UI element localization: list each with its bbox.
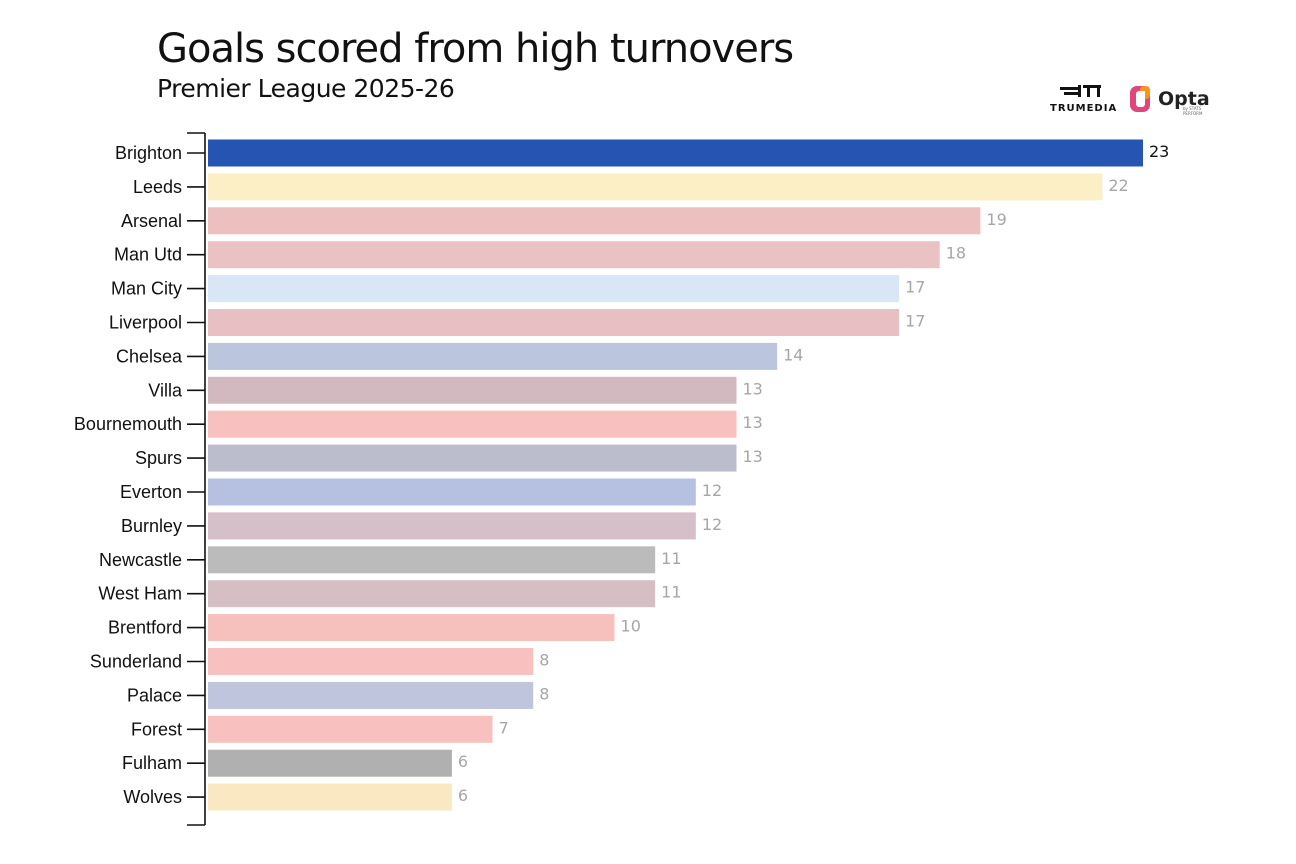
bar [208, 715, 493, 743]
value-label: 19 [986, 210, 1006, 229]
category-label: Man Utd [114, 245, 182, 265]
chart-subtitle: Premier League 2025-26 [157, 74, 455, 103]
category-label: Burnley [121, 516, 182, 536]
bar [208, 614, 615, 642]
bar [208, 648, 534, 675]
trumedia-logo-text: TRUMEDIA [1050, 103, 1118, 114]
category-label: Palace [127, 685, 182, 705]
value-label: 13 [742, 447, 762, 466]
category-label: Chelsea [116, 346, 183, 366]
category-label: Man City [111, 279, 182, 299]
chart-title: Goals scored from high turnovers [157, 26, 794, 72]
bar [208, 139, 1143, 167]
category-label: Newcastle [99, 550, 182, 570]
bar [208, 512, 696, 540]
bar [208, 207, 981, 235]
value-label: 6 [458, 752, 468, 771]
value-label: 17 [905, 312, 925, 331]
value-label: 6 [458, 786, 468, 805]
bar [208, 241, 940, 269]
bar [208, 478, 696, 506]
value-label: 10 [621, 617, 641, 636]
bar [208, 275, 900, 303]
category-label: Forest [131, 719, 182, 739]
value-label: 23 [1149, 142, 1169, 161]
bar [208, 376, 737, 404]
bar [208, 309, 900, 336]
opta-logo-subtext: by STATS PERFORM [1183, 106, 1203, 116]
category-label: Spurs [135, 448, 182, 468]
value-label: 13 [742, 413, 762, 432]
category-label: Bournemouth [74, 414, 182, 434]
bar [208, 681, 534, 709]
value-label: 14 [783, 345, 803, 364]
value-label: 17 [905, 278, 925, 297]
bar [208, 580, 656, 608]
bar [208, 546, 656, 574]
value-label: 11 [661, 583, 681, 602]
value-label: 7 [499, 718, 509, 737]
bar [208, 444, 737, 472]
opta-logo-mark [1130, 86, 1150, 112]
opta-logo-text: Opta [1158, 88, 1210, 110]
value-label: 8 [539, 684, 549, 703]
opta-logo: Opta by STATS PERFORM [1128, 84, 1218, 116]
category-label: Fulham [122, 753, 182, 773]
bar [208, 783, 452, 811]
bar [208, 342, 778, 370]
trumedia-logo-mark [1060, 85, 1101, 97]
value-label: 12 [702, 481, 722, 500]
value-label: 18 [946, 244, 966, 263]
category-label: Brentford [108, 618, 182, 638]
category-label: Leeds [133, 177, 182, 197]
category-label: Villa [148, 380, 183, 400]
value-label: 8 [539, 651, 549, 670]
bar [208, 410, 737, 438]
value-label: 12 [702, 515, 722, 534]
category-label: Brighton [115, 143, 182, 163]
category-label: Everton [120, 482, 182, 502]
bar [208, 173, 1103, 201]
value-label: 22 [1108, 176, 1128, 195]
category-label: Liverpool [109, 313, 182, 333]
category-label: Wolves [123, 787, 182, 807]
category-label: West Ham [98, 584, 182, 604]
value-label: 11 [661, 549, 681, 568]
category-label: Arsenal [121, 211, 182, 231]
bar [208, 749, 452, 777]
trumedia-logo: TRUMEDIA [1050, 83, 1120, 117]
value-label: 13 [742, 379, 762, 398]
category-label: Sunderland [90, 652, 182, 672]
